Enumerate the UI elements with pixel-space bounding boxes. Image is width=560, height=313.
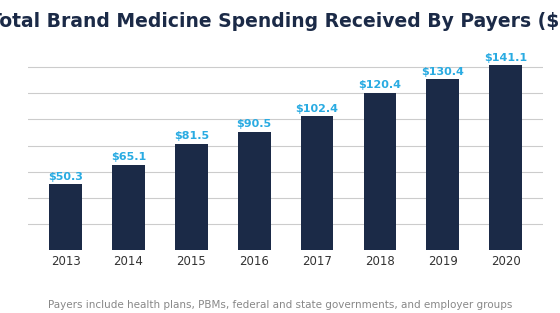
Text: $81.5: $81.5: [174, 131, 209, 141]
Bar: [489, 65, 522, 250]
Bar: [112, 165, 145, 250]
Bar: [238, 132, 270, 250]
Text: $130.4: $130.4: [421, 67, 464, 77]
Bar: [49, 184, 82, 250]
Bar: [426, 80, 459, 250]
Text: $102.4: $102.4: [296, 104, 338, 114]
Text: Payers include health plans, PBMs, federal and state governments, and employer g: Payers include health plans, PBMs, feder…: [48, 300, 512, 310]
Text: $120.4: $120.4: [358, 80, 402, 90]
Title: Total Brand Medicine Spending Received By Payers ($B): Total Brand Medicine Spending Received B…: [0, 12, 560, 31]
Text: $65.1: $65.1: [111, 152, 146, 162]
Bar: [301, 116, 333, 250]
Text: $90.5: $90.5: [237, 119, 272, 129]
Text: $141.1: $141.1: [484, 53, 527, 63]
Bar: [175, 144, 208, 250]
Text: $50.3: $50.3: [48, 172, 83, 182]
Bar: [363, 93, 396, 250]
